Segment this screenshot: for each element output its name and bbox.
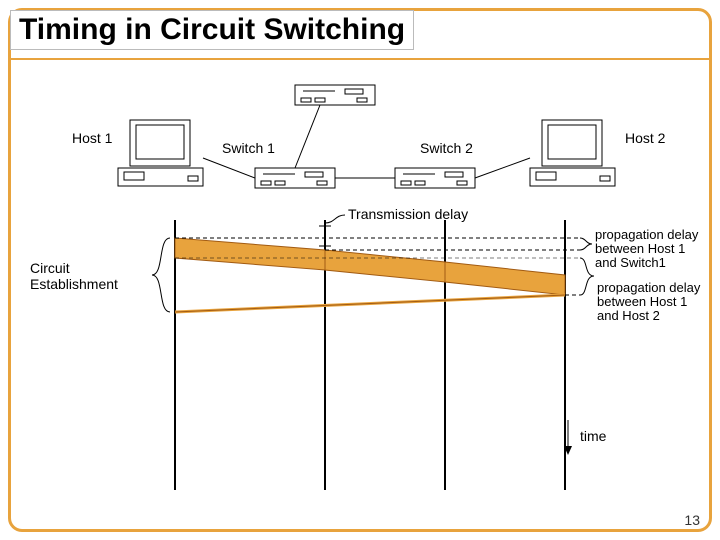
label-prop-h2-2: between Host 1 xyxy=(597,294,687,309)
label-prop-h2-3: and Host 2 xyxy=(597,308,660,323)
label-transmission-delay: Transmission delay xyxy=(348,206,468,222)
label-prop-sw1-3: and Switch1 xyxy=(595,255,666,270)
label-host1: Host 1 xyxy=(72,130,112,146)
page-number: 13 xyxy=(684,512,700,528)
label-switch1: Switch 1 xyxy=(222,140,275,156)
label-prop-h2-1: propagation delay xyxy=(597,280,700,295)
label-time: time xyxy=(580,428,606,444)
label-circuit-establishment: Circuit Establishment xyxy=(30,260,118,292)
label-host2: Host 2 xyxy=(625,130,665,146)
label-switch2: Switch 2 xyxy=(420,140,473,156)
label-prop-sw1-2: between Host 1 xyxy=(595,241,685,256)
label-prop-sw1-1: propagation delay xyxy=(595,227,698,242)
